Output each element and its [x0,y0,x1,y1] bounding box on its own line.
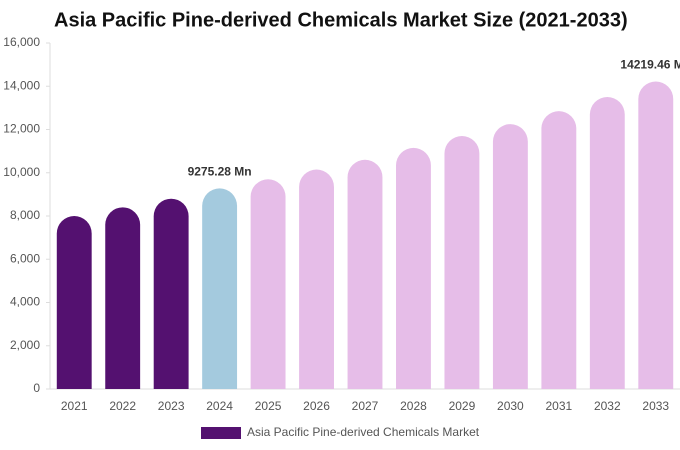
x-tick-label: 2032 [594,399,621,413]
y-tick-label: 4,000 [10,295,40,309]
bar [541,111,577,389]
y-tick-label: 8,000 [10,208,40,222]
y-tick-label: 0 [33,381,40,395]
bar [638,81,674,390]
x-tick-label: 2025 [255,399,282,413]
bar [153,198,189,389]
bar [589,97,625,390]
bar [105,207,141,389]
bar [347,159,383,389]
y-tick-label: 14,000 [3,78,40,92]
y-tick-label: 6,000 [10,251,40,265]
y-tick-label: 16,000 [3,35,40,49]
x-tick-label: 2023 [158,399,185,413]
bar [250,179,286,389]
x-tick-label: 2021 [61,399,88,413]
bar [299,169,334,389]
bar [202,188,238,389]
x-tick-label: 2031 [545,399,572,413]
bar [396,147,431,389]
x-tick-label: 2028 [400,399,427,413]
bar [56,216,92,389]
legend-label: Asia Pacific Pine-derived Chemicals Mark… [247,425,480,439]
y-tick-label: 2,000 [10,338,40,352]
bar [492,124,528,390]
x-tick-label: 2024 [206,399,233,413]
chart-title: Asia Pacific Pine-derived Chemicals Mark… [54,9,628,31]
x-tick-label: 2030 [497,399,524,413]
legend-swatch [201,427,241,439]
x-tick-label: 2022 [109,399,136,413]
x-tick-label: 2033 [642,399,669,413]
x-tick-label: 2026 [303,399,330,413]
y-tick-label: 10,000 [3,165,40,179]
value-label: 9275.28 Mn [188,165,252,179]
y-tick-label: 12,000 [3,122,40,136]
x-tick-label: 2027 [352,399,379,413]
value-label: 14219.46 Mn [620,58,680,72]
bar [444,135,480,389]
x-tick-label: 2029 [449,399,476,413]
